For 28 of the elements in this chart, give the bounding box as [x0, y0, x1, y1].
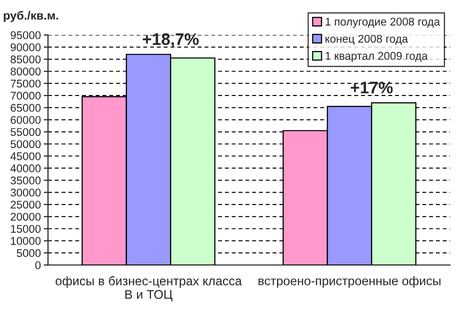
legend-label: конец 2008 года [326, 34, 408, 45]
y-tick-label: 70000 [10, 92, 41, 100]
x-tick-label: встроено-пристроенные офисы [258, 276, 440, 288]
x-tick-label: офисы в бизнес-центрах класса В и ТОЦ [56, 276, 242, 302]
y-tick-label: 40000 [10, 164, 41, 172]
y-tick-label: 90000 [10, 43, 41, 52]
y-tick-label: 5000 [16, 249, 41, 258]
y-tick-label: 45000 [10, 152, 41, 160]
annotation: +18,7% [142, 33, 199, 48]
y-tick-label: 15000 [11, 224, 41, 233]
y-tick-label: 25000 [10, 200, 41, 209]
y-tick-label: 10000 [11, 237, 41, 245]
y-tick-label: 85000 [10, 55, 41, 64]
y-tick-label: 80000 [10, 68, 41, 76]
y-tick-label: 95000 [10, 31, 41, 40]
y-tick-label: 30000 [10, 188, 41, 197]
y-axis-title: руб./кв.м. [4, 10, 58, 22]
y-tick-label: 75000 [10, 80, 41, 88]
annotation: +17% [350, 82, 393, 94]
y-tick-label: 60000 [10, 116, 41, 124]
y-tick-label: 50000 [10, 140, 41, 148]
legend-label: 1 полугодие 2008 года [326, 18, 440, 28]
y-tick-label: 65000 [10, 104, 41, 112]
y-tick-label: 0 [35, 261, 41, 270]
y-tick-label: 55000 [10, 128, 41, 136]
y-tick-label: 35000 [10, 176, 41, 184]
legend-label: 1 квартал 2009 года [326, 52, 428, 62]
y-tick-label: 20000 [10, 212, 41, 221]
